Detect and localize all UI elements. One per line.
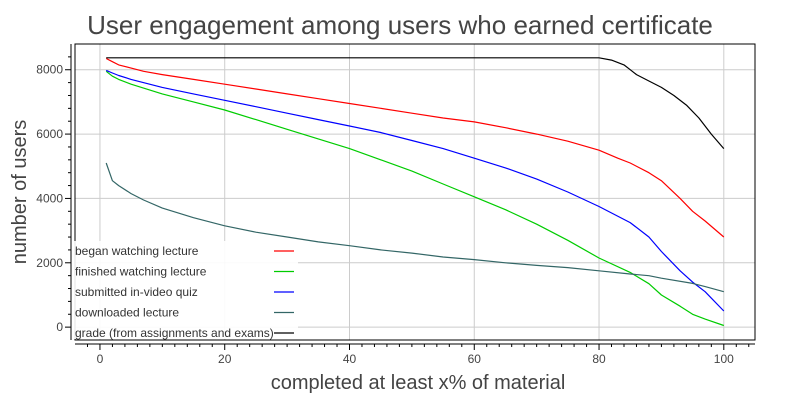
plot-frame: [74, 43, 756, 341]
x-tick-label: 20: [218, 352, 232, 366]
series-lines: [105, 57, 725, 327]
y-tick-label: 2000: [36, 256, 63, 270]
legend-background: [72, 241, 298, 339]
x-tick-label: 60: [468, 352, 482, 366]
x-tick-label: 40: [343, 352, 357, 366]
legend-label: downloaded lecture: [75, 306, 179, 320]
series-line-3: [105, 69, 725, 312]
legend: began watching lecture finished watching …: [72, 241, 298, 340]
axes: 0 20 40 60 80 100 0 2000 4000 6000 8000: [36, 44, 755, 366]
x-tick-label: 80: [592, 352, 606, 366]
legend-label: submitted in-video quiz: [75, 285, 198, 299]
series-line-5: [106, 57, 725, 149]
legend-label: finished watching lecture: [75, 265, 207, 279]
series-line-2: [105, 70, 724, 327]
y-tick-label: 8000: [36, 63, 63, 77]
y-tick-label: 4000: [36, 191, 63, 205]
x-axis-label: completed at least x% of material: [271, 372, 566, 394]
legend-label: began watching lecture: [75, 244, 199, 258]
series-line-4: [105, 162, 724, 293]
series-line-1: [105, 57, 725, 238]
y-tick-label: 0: [56, 320, 63, 334]
y-axis-label: number of users: [9, 120, 31, 265]
x-tick-label: 100: [714, 352, 734, 366]
x-tick-label: 0: [97, 352, 104, 366]
y-tick-label: 6000: [36, 127, 63, 141]
legend-label: grade (from assignments and exams): [75, 326, 274, 340]
chart-title: User engagement among users who earned c…: [87, 10, 713, 40]
